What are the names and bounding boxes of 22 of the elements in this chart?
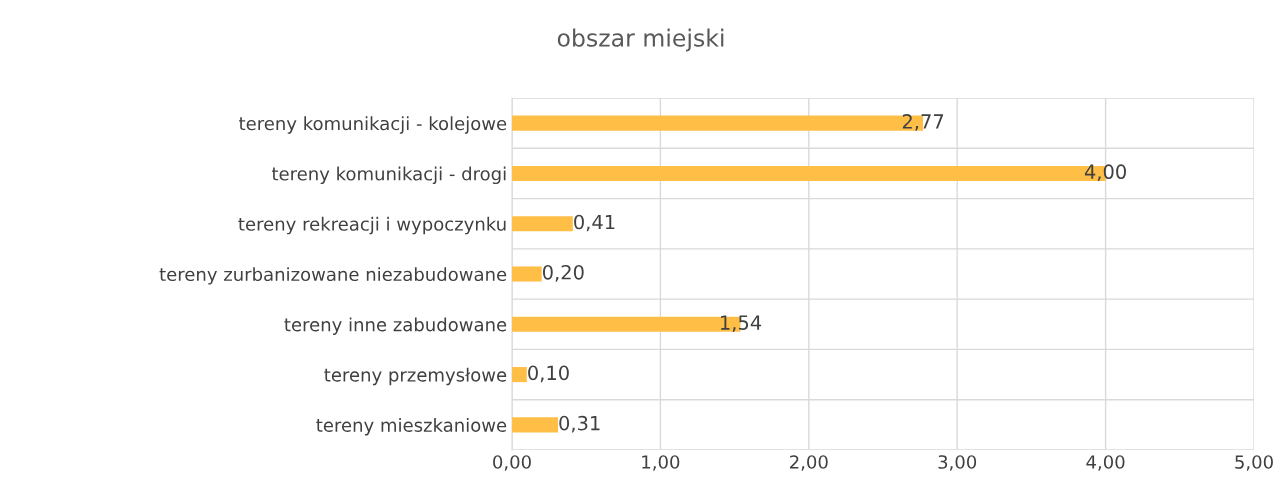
- data-label: 0,41: [574, 214, 615, 232]
- y-tick-label: tereny inne zabudowane: [284, 317, 507, 335]
- y-tick-label: tereny rekreacji i wypoczynku: [238, 216, 506, 235]
- bar: [512, 417, 558, 433]
- y-tick-label: tereny komunikacji - drogi: [271, 166, 506, 185]
- data-label: 0,10: [528, 365, 569, 383]
- y-tick-label: tereny mieszkaniowe: [316, 418, 507, 436]
- x-tick-label: 2,00: [790, 455, 828, 471]
- x-tick-label: 0,00: [493, 455, 531, 471]
- chart-title: obszar miejski: [557, 28, 724, 52]
- bar: [512, 216, 573, 232]
- bar: [512, 266, 542, 282]
- y-tick-label: tereny zurbanizowane niezabudowane: [159, 267, 507, 285]
- y-tick-label: tereny komunikacji - kolejowe: [239, 116, 507, 134]
- x-tick-label: 3,00: [938, 455, 977, 471]
- x-tick-label: 5,00: [1235, 455, 1273, 471]
- bar: [512, 367, 527, 383]
- x-tick-label: 4,00: [1086, 455, 1125, 471]
- data-label: 0,31: [559, 415, 600, 433]
- data-label: 0,20: [542, 264, 584, 282]
- y-tick-label: tereny przemysłowe: [324, 367, 507, 386]
- x-tick-label: 1,00: [642, 455, 680, 471]
